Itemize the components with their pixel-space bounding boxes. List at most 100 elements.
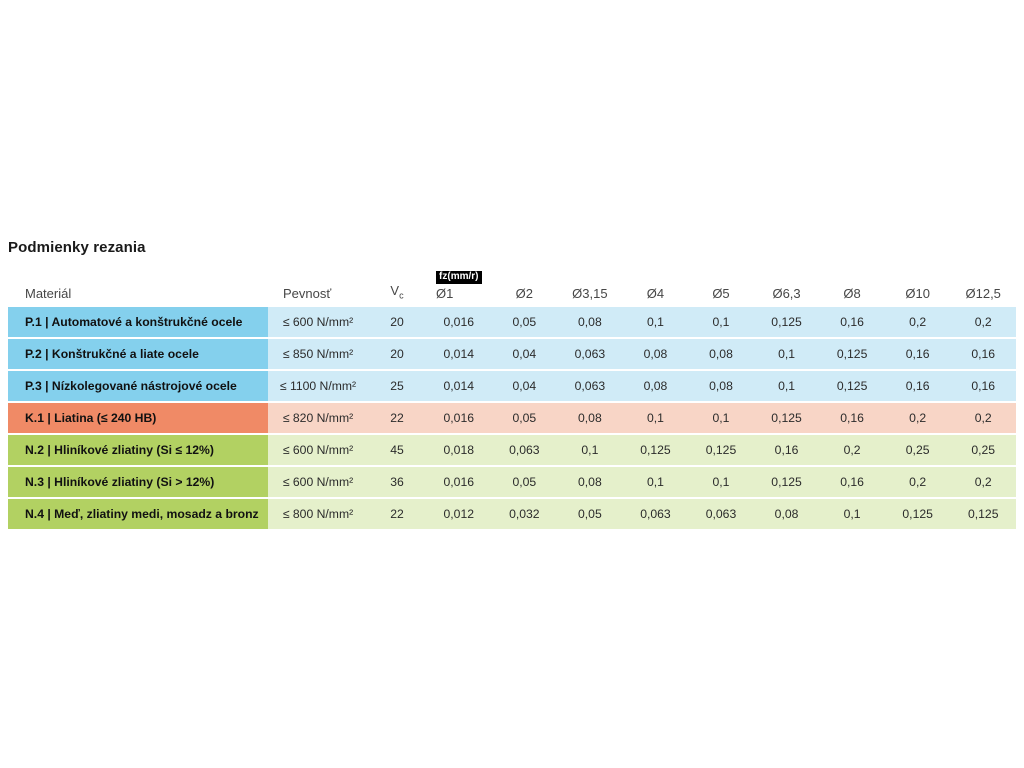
diameter-header-label: Ø10 <box>905 286 930 301</box>
table-header-row: Materiál Pevnosť Vc fz(mm/r) Ø1 Ø2 Ø3,15 Ø4 Ø… <box>8 263 1016 303</box>
feed-value-cell: 0,05 <box>491 467 558 497</box>
fz-unit-badge: fz(mm/r) <box>436 271 482 284</box>
feed-value-cell: 0,04 <box>491 371 558 401</box>
feed-value-cell: 0,16 <box>819 467 885 497</box>
feed-value-cell: 0,08 <box>622 339 689 369</box>
cutting-conditions-table: Materiál Pevnosť Vc fz(mm/r) Ø1 Ø2 Ø3,15 Ø4 Ø… <box>8 263 1016 529</box>
vc-subscript: c <box>399 291 404 301</box>
feed-value-cell: 0,16 <box>884 339 951 369</box>
table-row: P.3 | Nízkolegované nástrojové ocele ≤ 11… <box>8 371 1016 401</box>
strength-cell: ≤ 850 N/mm² <box>268 339 368 369</box>
feed-value-cell: 0,2 <box>819 435 885 465</box>
feed-value-cell: 0,05 <box>557 499 623 529</box>
feed-value-cell: 0,1 <box>622 403 689 433</box>
diameter-header-inner: Ø2 <box>516 286 533 301</box>
diameter-header-inner: Ø3,15 <box>572 286 607 301</box>
diameter-header-inner: Ø12,5 <box>966 286 1001 301</box>
feed-value-cell: 0,014 <box>426 339 492 369</box>
feed-value-cell: 0,16 <box>753 435 820 465</box>
table-body: P.1 | Automatové a konštrukčné ocele ≤ 60… <box>8 307 1016 529</box>
feed-value-cell: 0,016 <box>426 467 492 497</box>
diameter-header-inner: Ø5 <box>712 286 729 301</box>
diameter-header-inner: Ø8 <box>843 286 860 301</box>
diameter-header-inner: fz(mm/r) Ø1 <box>436 267 482 301</box>
diameter-header-label: Ø6,3 <box>772 286 801 301</box>
feed-value-cell: 0,16 <box>819 307 885 337</box>
feed-value-cell: 0,08 <box>622 371 689 401</box>
feed-value-cell: 0,2 <box>884 307 951 337</box>
material-cell: P.3 | Nízkolegované nástrojové ocele <box>8 371 268 401</box>
cutting-speed-cell: 22 <box>368 403 426 433</box>
cutting-speed-cell: 45 <box>368 435 426 465</box>
feed-value-cell: 0,063 <box>622 499 689 529</box>
feed-value-cell: 0,125 <box>688 435 754 465</box>
material-cell: P.1 | Automatové a konštrukčné ocele <box>8 307 268 337</box>
feed-value-cell: 0,1 <box>622 467 689 497</box>
feed-value-cell: 0,063 <box>557 339 623 369</box>
diameter-header-label: Ø2 <box>515 286 533 301</box>
feed-value-cell: 0,1 <box>688 403 754 433</box>
feed-value-cell: 0,014 <box>426 371 492 401</box>
feed-value-cell: 0,04 <box>491 339 558 369</box>
table-row: P.2 | Konštrukčné a liate ocele ≤ 850 N/m… <box>8 339 1016 369</box>
column-header-material: Materiál <box>25 286 72 301</box>
feed-value-cell: 0,125 <box>819 339 885 369</box>
table-row: N.4 | Meď, zliatiny medi, mosadz a bronz… <box>8 499 1016 529</box>
material-cell: N.3 | Hliníkové zliatiny (Si > 12%) <box>8 467 268 497</box>
material-cell: N.2 | Hliníkové zliatiny (Si ≤ 12%) <box>8 435 268 465</box>
strength-cell: ≤ 600 N/mm² <box>268 307 368 337</box>
feed-value-cell: 0,1 <box>557 435 623 465</box>
column-header-diameter: Ø3,15 <box>557 286 623 303</box>
diameter-header-label: Ø3,15 <box>572 286 608 301</box>
feed-value-cell: 0,08 <box>557 403 623 433</box>
feed-value-cell: 0,012 <box>426 499 492 529</box>
feed-value-cell: 0,125 <box>950 499 1016 529</box>
strength-cell: ≤ 1100 N/mm² <box>268 371 368 401</box>
diameter-header-label: Ø5 <box>712 286 730 301</box>
column-header-diameter: Ø10 <box>885 286 951 303</box>
feed-value-cell: 0,16 <box>884 371 951 401</box>
material-cell: K.1 | Liatina (≤ 240 HB) <box>8 403 268 433</box>
cutting-speed-cell: 22 <box>368 499 426 529</box>
table-row: K.1 | Liatina (≤ 240 HB) ≤ 820 N/mm² 22 0,0… <box>8 403 1016 433</box>
cutting-conditions-section: Podmienky rezania Materiál Pevnosť Vc fz… <box>8 240 1016 531</box>
feed-value-cell: 0,05 <box>491 307 558 337</box>
strength-cell: ≤ 800 N/mm² <box>268 499 368 529</box>
table-row: P.1 | Automatové a konštrukčné ocele ≤ 60… <box>8 307 1016 337</box>
diameter-header-label: Ø12,5 <box>965 286 1001 301</box>
table-row: N.3 | Hliníkové zliatiny (Si > 12%) ≤ 600… <box>8 467 1016 497</box>
feed-value-cell: 0,018 <box>426 435 492 465</box>
feed-value-cell: 0,1 <box>753 371 820 401</box>
feed-value-cell: 0,125 <box>819 371 885 401</box>
feed-value-cell: 0,1 <box>819 499 885 529</box>
feed-value-cell: 0,05 <box>491 403 558 433</box>
feed-value-cell: 0,2 <box>950 467 1016 497</box>
feed-value-cell: 0,2 <box>884 403 951 433</box>
column-header-diameter: Ø6,3 <box>754 286 820 303</box>
feed-value-cell: 0,2 <box>950 403 1016 433</box>
cutting-speed-cell: 25 <box>368 371 426 401</box>
feed-value-cell: 0,125 <box>753 403 820 433</box>
column-header-diameter: Ø5 <box>688 286 754 303</box>
strength-cell: ≤ 820 N/mm² <box>268 403 368 433</box>
feed-value-cell: 0,2 <box>950 307 1016 337</box>
diameter-header-label: Ø1 <box>436 286 454 301</box>
feed-value-cell: 0,08 <box>557 467 623 497</box>
feed-value-cell: 0,1 <box>753 339 820 369</box>
feed-value-cell: 0,16 <box>950 371 1016 401</box>
column-header-diameter: Ø12,5 <box>950 286 1016 303</box>
column-header-diameter: Ø8 <box>819 286 885 303</box>
diameter-header-inner: Ø4 <box>647 286 664 301</box>
feed-value-cell: 0,16 <box>950 339 1016 369</box>
feed-value-cell: 0,016 <box>426 307 492 337</box>
feed-value-cell: 0,063 <box>688 499 754 529</box>
table-row: N.2 | Hliníkové zliatiny (Si ≤ 12%) ≤ 600… <box>8 435 1016 465</box>
diameter-header-label: Ø8 <box>843 286 861 301</box>
feed-value-cell: 0,125 <box>884 499 951 529</box>
column-header-cutting-speed: Vc <box>368 283 426 303</box>
strength-cell: ≤ 600 N/mm² <box>268 467 368 497</box>
feed-value-cell: 0,016 <box>426 403 492 433</box>
feed-value-cell: 0,125 <box>622 435 689 465</box>
strength-cell: ≤ 600 N/mm² <box>268 435 368 465</box>
